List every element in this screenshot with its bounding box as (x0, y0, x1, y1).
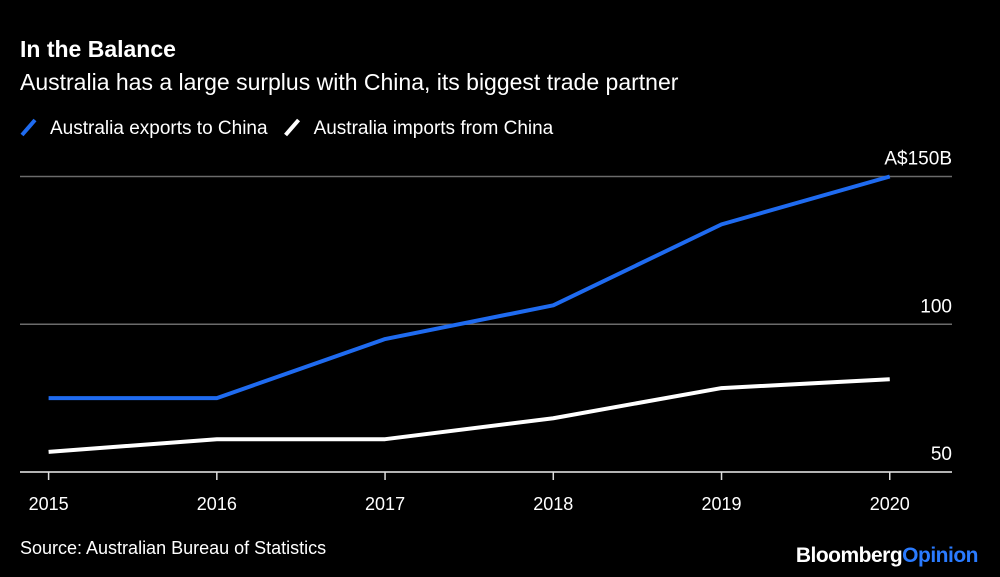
y-tick-label: 100 (920, 296, 952, 317)
chart-subtitle: Australia has a large surplus with China… (20, 69, 679, 95)
source: Source: Australian Bureau of Statistics (20, 538, 326, 558)
series-line (48, 174, 891, 401)
branding: BloombergOpinion (796, 544, 978, 567)
series-line (48, 377, 890, 454)
x-tick-label: 2018 (533, 494, 573, 514)
legend-swatch (20, 118, 37, 137)
x-tick-label: 2019 (702, 494, 742, 514)
brand-suffix: Opinion (902, 544, 978, 567)
brand-name: Bloomberg (796, 544, 902, 567)
x-tick-label: 2020 (870, 494, 910, 514)
chart-title: In the Balance (20, 36, 176, 62)
legend-swatch (284, 118, 301, 137)
legend-label: Australia exports to China (50, 118, 268, 139)
x-tick-label: 2015 (29, 494, 69, 514)
x-tick-label: 2016 (197, 494, 237, 514)
legend-label: Australia imports from China (314, 118, 554, 139)
x-tick-label: 2017 (365, 494, 405, 514)
y-tick-label: A$150B (884, 149, 952, 170)
y-tick-label: 50 (931, 444, 952, 465)
